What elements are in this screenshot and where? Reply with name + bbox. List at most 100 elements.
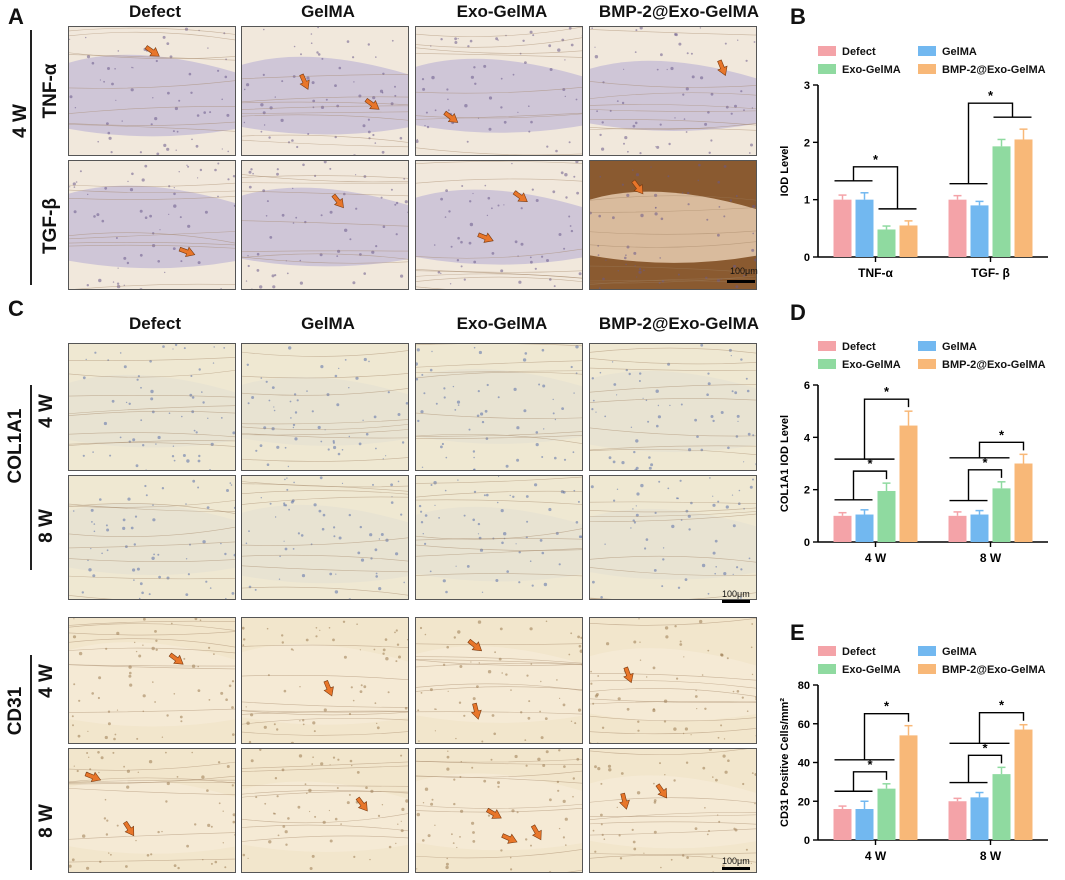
micrograph-col1a1-8w-exo-gelma <box>415 475 583 600</box>
x-tick-label: 8 W <box>980 551 1002 565</box>
bar-defect <box>948 515 967 542</box>
y-axis-label: COL1A1 IOD Level <box>779 415 791 512</box>
significance-bracket <box>967 469 1003 501</box>
y-tick-label: 3 <box>804 80 810 92</box>
micrograph-tnf-alpha-bmp2-exo-gelma <box>589 26 757 156</box>
scale-bar-label-a: 100μm <box>730 266 758 276</box>
indicator-arrow-icon <box>530 824 542 841</box>
legend-swatch <box>918 646 936 656</box>
significance-marker: * <box>982 455 988 470</box>
legend-label: Exo-GelMA <box>842 64 901 76</box>
y-tick-label: 6 <box>804 380 810 392</box>
x-tick-label: TGF- β <box>971 266 1010 280</box>
bar-defect <box>948 801 967 840</box>
cd31-time-4w: 4 W <box>36 664 57 698</box>
significance-marker: * <box>867 757 873 772</box>
legend-label: Defect <box>842 46 876 58</box>
legend-swatch <box>818 646 836 656</box>
legend-swatch <box>918 46 936 56</box>
legend-label: BMP-2@Exo-GelMA <box>942 664 1046 676</box>
y-tick-label: 40 <box>798 758 810 770</box>
legend-swatch <box>818 64 836 74</box>
micrograph-tnf-alpha-exo-gelma <box>415 26 583 156</box>
micrograph-cd31-8w-exo-gelma <box>415 748 583 873</box>
chart-panel-e: Defect GelMA Exo-GelMA BMP-2@Exo-GelMA 0 20 40… <box>779 646 1048 863</box>
bar-bmp-2-exo-gelma <box>1014 729 1033 840</box>
micrograph-tnf-alpha-defect <box>68 26 236 156</box>
micrograph-col1a1-4w-bmp2-exo-gelma <box>589 343 757 471</box>
panel-letter-a: A <box>8 4 24 29</box>
indicator-arrow-icon <box>331 193 344 209</box>
legend-label: Defect <box>842 341 876 353</box>
column-header-exo-gelma-a: Exo-GelMA <box>456 2 548 21</box>
micrograph-cd31-8w-gelma <box>241 748 409 873</box>
significance-bracket <box>967 754 1003 783</box>
bar-gelma <box>970 514 989 542</box>
significance-bracket <box>852 470 888 500</box>
significance-bracket <box>967 102 1014 184</box>
bar-defect <box>948 199 967 257</box>
bar-gelma <box>855 809 874 840</box>
bar-defect <box>833 809 852 840</box>
bar-gelma <box>970 797 989 840</box>
significance-marker: * <box>999 698 1005 713</box>
micrograph-tgf-beta-bmp2-exo-gelma <box>589 160 757 290</box>
micrograph-cd31-8w-bmp2-exo-gelma <box>589 748 757 873</box>
bar-exo-gelma <box>877 229 896 257</box>
micrograph-cd31-4w-gelma <box>241 617 409 744</box>
micrograph-col1a1-8w-gelma <box>241 475 409 600</box>
y-axis-label: CD31 Positive Cells/mm² <box>779 698 791 827</box>
significance-marker: * <box>873 152 879 167</box>
bar-exo-gelma <box>992 488 1011 542</box>
panel-letter-b: B <box>790 4 806 29</box>
bar-gelma <box>855 199 874 257</box>
significance-bracket <box>852 166 899 209</box>
indicator-arrow-icon <box>467 638 483 652</box>
scale-bar-label-cd31: 100μm <box>722 856 750 866</box>
scale-bar-label-col1a1: 100μm <box>722 589 750 599</box>
bar-exo-gelma <box>877 490 896 542</box>
indicator-arrow-icon <box>443 110 459 123</box>
y-tick-label: 2 <box>804 137 810 149</box>
indicator-arrow-icon <box>123 820 135 837</box>
significance-bracket <box>863 712 910 760</box>
bar-bmp-2-exo-gelma <box>899 225 918 257</box>
indicator-arrow-icon <box>477 232 494 243</box>
legend-label: Defect <box>842 646 876 658</box>
legend-swatch <box>818 664 836 674</box>
y-tick-label: 60 <box>798 719 810 731</box>
significance-marker: * <box>999 427 1005 442</box>
indicator-arrow-icon <box>631 179 644 195</box>
x-tick-label: 4 W <box>865 849 887 863</box>
chart-panel-d: Defect GelMA Exo-GelMA BMP-2@Exo-GelMA 0 2 4 6 C… <box>779 341 1048 565</box>
bar-bmp-2-exo-gelma <box>1014 139 1033 257</box>
legend-swatch <box>918 359 936 369</box>
significance-marker: * <box>982 740 988 755</box>
indicator-arrow-icon <box>364 97 380 110</box>
legend-swatch <box>918 341 936 351</box>
cd31-divider <box>30 655 32 870</box>
micrograph-cd31-4w-defect <box>68 617 236 744</box>
panel-letter-e: E <box>790 620 805 645</box>
significance-bracket <box>978 441 1025 458</box>
column-header-defect-a: Defect <box>129 2 181 21</box>
column-header-exo-gelma-c: Exo-GelMA <box>456 314 548 333</box>
legend-label: GelMA <box>942 646 977 658</box>
panel-letter-d: D <box>790 300 806 325</box>
x-tick-label: TNF-α <box>858 266 893 280</box>
micrograph-tgf-beta-defect <box>68 160 236 290</box>
y-tick-label: 4 <box>804 432 811 444</box>
indicator-arrow-icon <box>84 771 102 783</box>
row-label-tnf-alpha: TNF-α <box>40 63 61 119</box>
indicator-arrow-icon <box>501 833 518 844</box>
significance-bracket <box>863 398 910 460</box>
legend-swatch <box>918 64 936 74</box>
chart-panel-b: Defect GelMA Exo-GelMA BMP-2@Exo-GelMA 0 1 2 3 I… <box>779 46 1048 280</box>
indicator-arrow-icon <box>178 246 196 258</box>
indicator-arrow-icon <box>655 783 668 799</box>
col1a1-time-4w: 4 W <box>36 394 57 428</box>
legend-label: GelMA <box>942 46 977 58</box>
column-header-bmp2-exo-gelma-c: BMP-2@Exo-GelMA <box>598 314 760 333</box>
row-label-tgf-beta: TGF-β <box>40 198 61 254</box>
significance-marker: * <box>884 699 890 714</box>
